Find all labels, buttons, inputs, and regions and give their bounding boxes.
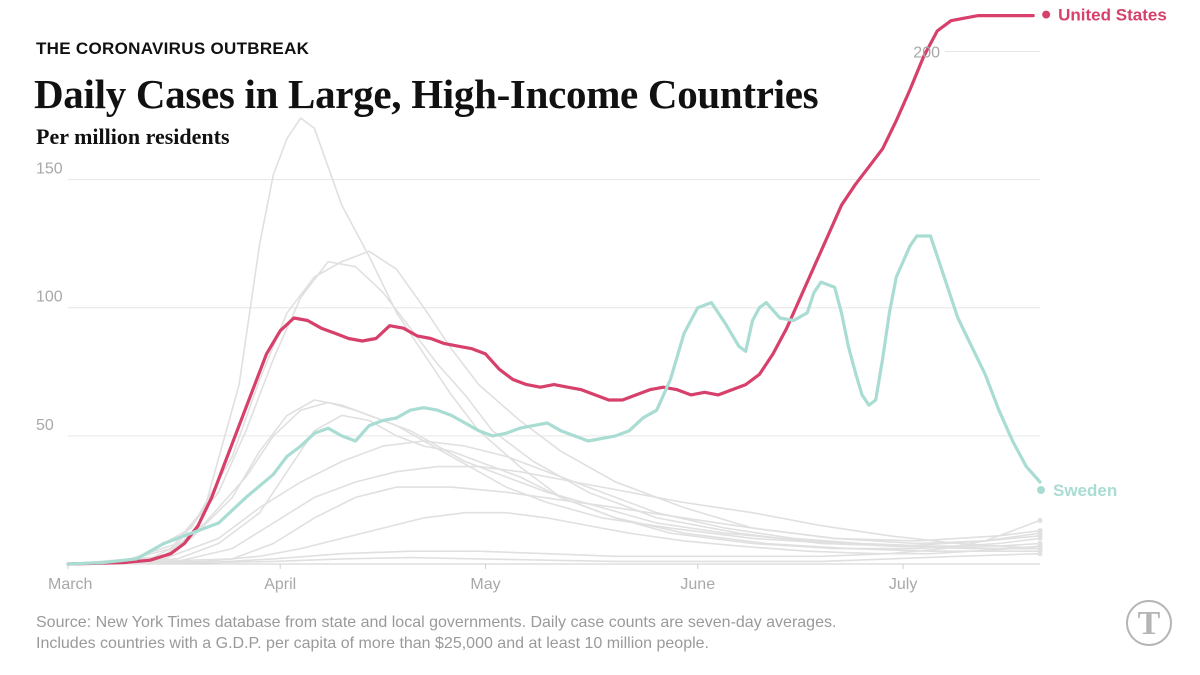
background-series-line-6 bbox=[67, 440, 1041, 565]
background-series-end-dot-12 bbox=[1037, 530, 1043, 536]
background-series-line-12 bbox=[67, 486, 1041, 565]
source-line-2: Includes countries with a G.D.P. per cap… bbox=[36, 635, 709, 652]
background-series-line-11 bbox=[67, 552, 1041, 565]
background-series-end-dot-11 bbox=[1037, 551, 1043, 557]
y-tick-label-50: 50 bbox=[36, 417, 54, 434]
series-end-label-united-states: United States bbox=[1058, 6, 1167, 25]
background-series-line-2 bbox=[67, 250, 1041, 565]
label-layer: 50 100 150 200 March April May June July United S… bbox=[36, 6, 1167, 593]
y-tick-label-200: 200 bbox=[913, 44, 940, 61]
logo-letter: T bbox=[1138, 605, 1161, 642]
source-note: Source: New York Times database from sta… bbox=[36, 612, 836, 654]
background-series-line-9 bbox=[67, 511, 1041, 565]
series-line-sweden bbox=[66, 234, 1042, 566]
grid-layer bbox=[67, 50, 1040, 569]
series-end-label-sweden: Sweden bbox=[1053, 481, 1117, 500]
background-series-end-dot-9 bbox=[1037, 543, 1043, 549]
highlighted-series-layer bbox=[66, 10, 1051, 566]
chart-title: Daily Cases in Large, High-Income Countr… bbox=[34, 71, 819, 117]
background-series-line-7 bbox=[67, 414, 1040, 565]
nyt-logo-icon: T bbox=[1126, 600, 1172, 646]
series-end-dot-united-states bbox=[1042, 10, 1051, 19]
background-series-line-10 bbox=[67, 519, 1041, 565]
background-series-line-5 bbox=[67, 401, 1040, 565]
source-line-1: Source: New York Times database from sta… bbox=[36, 614, 837, 631]
chart-subtitle: Per million residents bbox=[36, 124, 230, 149]
series-end-dot-sweden bbox=[1037, 486, 1045, 494]
background-series-line-1 bbox=[67, 117, 1041, 565]
y-tick-label-100: 100 bbox=[36, 289, 63, 306]
x-tick-label-july: July bbox=[889, 576, 917, 593]
y-tick-label-150: 150 bbox=[36, 161, 63, 178]
x-tick-label-may: May bbox=[470, 576, 500, 593]
x-tick-label-march: March bbox=[48, 576, 92, 593]
x-tick-label-june: June bbox=[680, 576, 715, 593]
x-tick-label-april: April bbox=[264, 576, 296, 593]
series-line-united-states bbox=[66, 14, 1035, 566]
background-series-line-8 bbox=[67, 465, 1041, 565]
kicker: THE CORONAVIRUS OUTBREAK bbox=[36, 39, 310, 58]
background-series-end-dot-10 bbox=[1037, 517, 1043, 523]
background-series-layer bbox=[67, 117, 1043, 565]
